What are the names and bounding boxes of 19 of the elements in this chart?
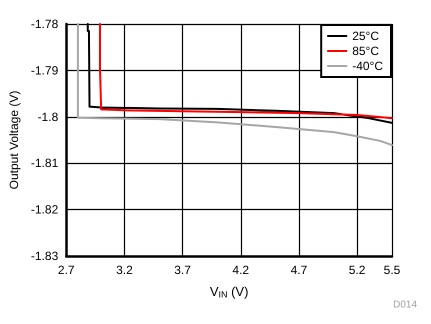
line-series [76, 23, 393, 146]
x-tick-label: 3.7 [174, 263, 192, 277]
x-tick-label: 5.2 [348, 263, 366, 277]
legend-label: -40°C [352, 59, 384, 73]
legend-label: 85°C [352, 44, 380, 58]
y-tick-label: -1.78 [30, 17, 59, 31]
y-tick-label: -1.81 [30, 156, 59, 170]
y-axis-title: Output Voltage (V) [7, 90, 21, 190]
x-tick-label: 2.7 [58, 263, 75, 277]
x-tick-label: 3.2 [116, 263, 134, 277]
x-tick-label: 5.5 [384, 263, 401, 277]
y-tick-label: -1.8 [38, 110, 59, 124]
x-tick-label: 4.7 [290, 263, 308, 277]
y-tick-label: -1.82 [30, 202, 59, 217]
y-tick-label: -1.83 [30, 249, 59, 263]
legend-label: 25°C [352, 29, 380, 43]
text: D014 [393, 300, 418, 310]
y-tick-label: -1.79 [30, 63, 59, 78]
x-tick-label: 4.2 [232, 263, 250, 277]
